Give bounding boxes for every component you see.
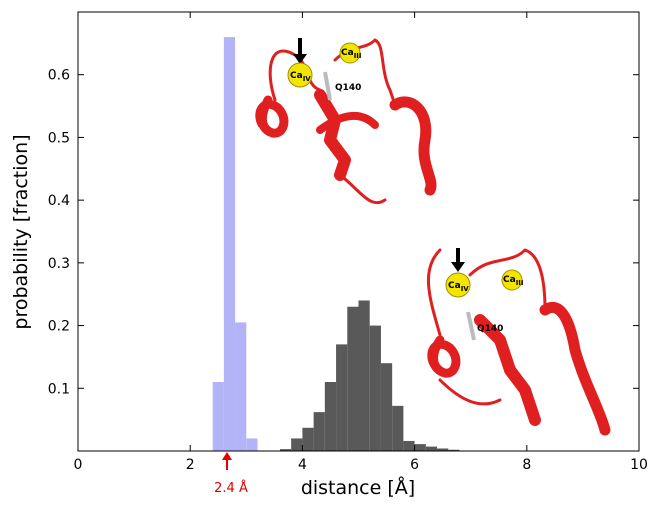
y-tick-label: 0.3 — [48, 256, 70, 272]
histogram-bar — [279, 449, 292, 451]
histogram-bar — [369, 325, 381, 451]
x-tick-label: 10 — [630, 457, 648, 473]
histogram-bar — [302, 427, 314, 451]
ion-label: CaIII — [503, 275, 524, 287]
annotation: 2.4 Å — [214, 452, 248, 496]
x-tick-label: 2 — [186, 457, 195, 473]
histogram-bar — [212, 382, 224, 451]
x-tick-label: 4 — [298, 457, 307, 473]
plot-area: 0 2 4 6 8 10 0.1 0.2 0.3 0.4 0.5 0.6 — [48, 11, 648, 473]
y-tick-label: 0.4 — [48, 193, 70, 209]
x-axis-label: distance [Å] — [301, 476, 415, 499]
ion-name: Ca — [448, 281, 461, 291]
histogram-bar — [414, 444, 426, 451]
y-tick-label: 0.6 — [48, 68, 70, 84]
y-tick-label: 0.1 — [48, 381, 70, 397]
ion-subscript: III — [354, 52, 362, 60]
histogram-bar — [235, 322, 247, 451]
x-tick-label: 0 — [74, 457, 83, 473]
histogram-bar — [246, 438, 258, 451]
ion-subscript: IV — [303, 75, 312, 83]
residue-label: Q140 — [335, 83, 361, 93]
histogram-bar — [403, 440, 415, 451]
ion-subscript: III — [516, 279, 524, 287]
histogram-bar — [347, 306, 359, 451]
histogram-bar — [358, 300, 370, 451]
histogram-bar — [437, 448, 449, 451]
x-tick-label: 6 — [410, 457, 419, 473]
protein-inset: CaIV CaIII Q140 — [255, 38, 437, 205]
plot-frame — [77, 11, 640, 452]
annotation-label: 2.4 Å — [214, 480, 248, 496]
ion-subscript: IV — [461, 285, 470, 293]
histogram-bar — [313, 412, 325, 451]
y-tick-label: 0.2 — [48, 319, 70, 335]
ion-name: Ca — [503, 275, 516, 285]
y-tick-label: 0.5 — [48, 130, 70, 146]
ion-name: Ca — [341, 48, 354, 58]
histogram-bar — [291, 438, 303, 451]
histogram-bar — [448, 449, 460, 451]
histogram-bar — [336, 344, 348, 451]
histogram-bar — [223, 37, 236, 451]
ion-label: CaIII — [341, 48, 362, 60]
histogram-bar — [380, 363, 393, 451]
ion-name: Ca — [290, 71, 303, 81]
x-tick-label: 8 — [522, 457, 531, 473]
residue-label: Q140 — [477, 324, 503, 334]
protein-inset: CaIV CaIII Q140 — [426, 248, 611, 436]
ion-label: CaIV — [290, 71, 311, 83]
histogram-bar — [392, 405, 404, 451]
histogram-bar — [425, 446, 438, 451]
y-axis-label: probability [fraction] — [10, 134, 32, 329]
histogram-bar — [324, 382, 337, 451]
ion-label: CaIV — [448, 281, 469, 293]
